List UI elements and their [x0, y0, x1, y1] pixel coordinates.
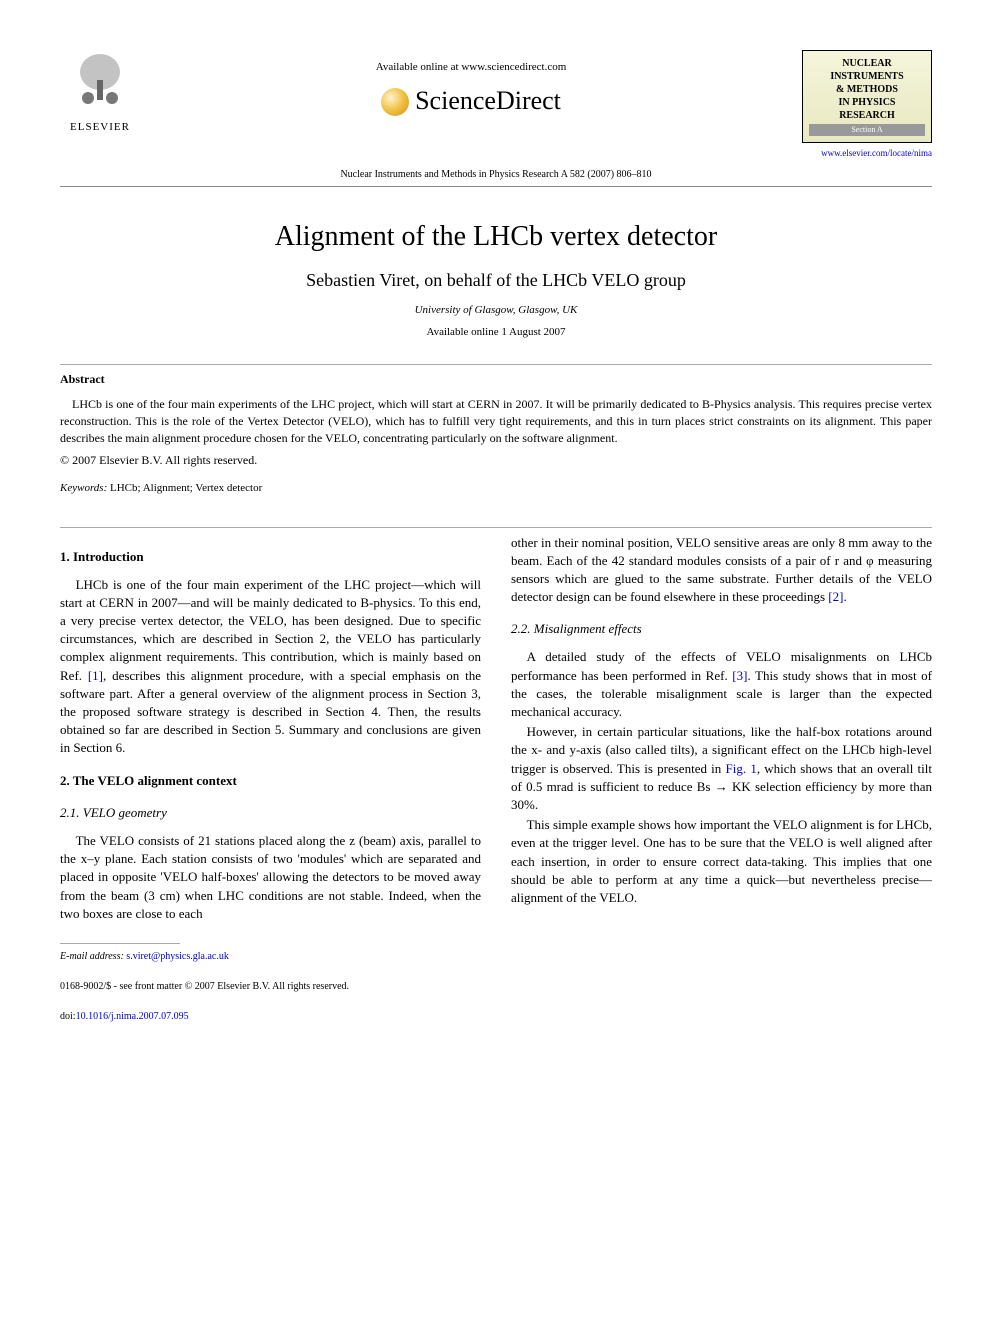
- section-2-2-heading: 2.2. Misalignment effects: [511, 620, 932, 638]
- section-2-1-para-1: The VELO consists of 21 stations placed …: [60, 832, 481, 923]
- header-rule: [60, 186, 932, 187]
- section-1-para-1: LHCb is one of the four main experiment …: [60, 576, 481, 758]
- center-header: Available online at www.sciencedirect.co…: [140, 50, 802, 120]
- journal-line4: IN PHYSICS: [809, 96, 925, 109]
- fig-1-link[interactable]: Fig. 1: [726, 761, 757, 776]
- citation-line: Nuclear Instruments and Methods in Physi…: [60, 168, 932, 182]
- keywords-line: Keywords: LHCb; Alignment; Vertex detect…: [60, 481, 932, 496]
- section-2-1-para-1-cont: other in their nominal position, VELO se…: [511, 534, 932, 607]
- email-link[interactable]: s.viret@physics.gla.ac.uk: [126, 951, 229, 962]
- front-matter: 0168-9002/$ - see front matter © 2007 El…: [60, 980, 481, 994]
- doi-label: doi:: [60, 1011, 76, 1022]
- sciencedirect-icon: [381, 88, 409, 116]
- journal-line3: & METHODS: [809, 83, 925, 96]
- right-column: other in their nominal position, VELO se…: [511, 534, 932, 1024]
- sciencedirect-text: ScienceDirect: [415, 83, 561, 119]
- section-2-heading: 2. The VELO alignment context: [60, 772, 481, 790]
- ref-3-link[interactable]: [3]: [732, 668, 747, 683]
- journal-section: Section A: [809, 124, 925, 136]
- doi-line: doi:10.1016/j.nima.2007.07.095: [60, 1010, 481, 1024]
- ref-2-link[interactable]: [2]: [828, 589, 843, 604]
- doi-link[interactable]: 10.1016/j.nima.2007.07.095: [76, 1011, 189, 1022]
- section-2-2-para-3: This simple example shows how important …: [511, 816, 932, 907]
- abstract-rule-bottom: [60, 527, 932, 528]
- article-affiliation: University of Glasgow, Glasgow, UK: [60, 303, 932, 318]
- page-header: ELSEVIER Available online at www.science…: [60, 50, 932, 160]
- section-2-2-para-2: However, in certain particular situation…: [511, 723, 932, 814]
- section-1-heading: 1. Introduction: [60, 548, 481, 566]
- email-label: E-mail address:: [60, 951, 126, 962]
- section-2-1-heading: 2.1. VELO geometry: [60, 804, 481, 822]
- elsevier-label: ELSEVIER: [60, 120, 140, 135]
- journal-homepage-link[interactable]: www.elsevier.com/locate/nima: [802, 147, 932, 160]
- journal-line5: RESEARCH: [809, 109, 925, 122]
- abstract-copyright: © 2007 Elsevier B.V. All rights reserved…: [60, 452, 932, 469]
- ref-1-link[interactable]: [1]: [88, 668, 103, 683]
- journal-line2: INSTRUMENTS: [809, 70, 925, 83]
- article-title: Alignment of the LHCb vertex detector: [60, 217, 932, 256]
- body-columns: 1. Introduction LHCb is one of the four …: [60, 534, 932, 1024]
- article-available-date: Available online 1 August 2007: [60, 325, 932, 340]
- left-column: 1. Introduction LHCb is one of the four …: [60, 534, 481, 1024]
- keywords-label: Keywords:: [60, 482, 107, 494]
- journal-line1: NUCLEAR: [809, 57, 925, 70]
- elsevier-tree-icon: [70, 50, 130, 110]
- keywords-text: LHCb; Alignment; Vertex detector: [107, 482, 262, 494]
- section-2-2-para-1: A detailed study of the effects of VELO …: [511, 648, 932, 721]
- elsevier-logo: ELSEVIER: [60, 50, 140, 136]
- corresponding-email: E-mail address: s.viret@physics.gla.ac.u…: [60, 950, 481, 964]
- abstract-body: LHCb is one of the four main experiments…: [60, 396, 932, 446]
- abstract-heading: Abstract: [60, 371, 932, 388]
- sciencedirect-brand: ScienceDirect: [140, 83, 802, 119]
- available-online-text: Available online at www.sciencedirect.co…: [140, 60, 802, 75]
- journal-box-container: NUCLEAR INSTRUMENTS & METHODS IN PHYSICS…: [802, 50, 932, 160]
- abstract-rule-top: [60, 364, 932, 365]
- article-authors: Sebastien Viret, on behalf of the LHCb V…: [60, 268, 932, 293]
- journal-title-box: NUCLEAR INSTRUMENTS & METHODS IN PHYSICS…: [802, 50, 932, 143]
- footnote-rule: [60, 943, 180, 944]
